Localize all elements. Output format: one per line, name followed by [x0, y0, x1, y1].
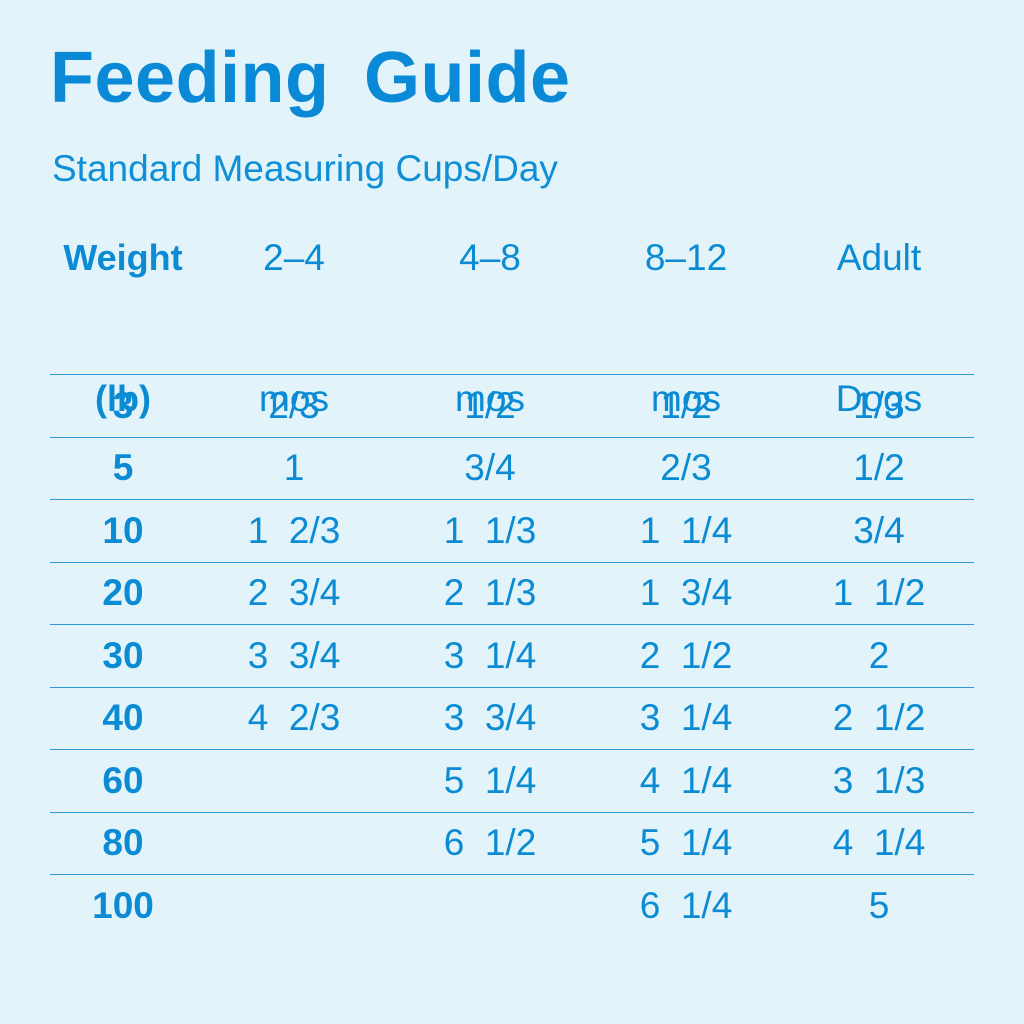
weight-cell: 20 [102, 572, 144, 614]
header-8-12-line2: mos [651, 378, 721, 419]
cups-8-12-cell: 3 1/4 [639, 697, 733, 739]
cups-8-12-cell: 6 1/4 [639, 885, 733, 927]
cups-8-12-cell: 1/2 [660, 384, 712, 426]
cups-2-4-cell: 2 3/4 [247, 572, 341, 614]
weight-cell: 10 [102, 509, 144, 551]
table-header-row: Weight (lb) 2–4 mos 4–8 mos 8–12 mos Adu… [50, 237, 974, 419]
cups-2-4-cell: 3 3/4 [247, 634, 341, 676]
header-weight: Weight (lb) [50, 136, 196, 516]
weight-cell: 5 [112, 447, 134, 489]
header-adult-line1: Adult [836, 237, 922, 278]
cups-2-4-cell: 1 2/3 [247, 509, 341, 551]
header-4-8-mos: 4–8 mos [392, 136, 588, 516]
cups-4-8-cell: 6 1/2 [443, 822, 537, 864]
cups-4-8-cell: 1/2 [464, 384, 516, 426]
table-row: 10 1 2/3 1 1/3 1 1/4 3/4 [50, 500, 974, 563]
header-adult-dogs: Adult Dogs [784, 136, 974, 516]
cups-4-8-cell: 1 1/3 [443, 509, 537, 551]
page-subtitle: Standard Measuring Cups/Day [52, 148, 558, 189]
table-row: 60 5 1/4 4 1/4 3 1/3 [50, 750, 974, 813]
cups-adult-cell: 3/4 [853, 509, 905, 551]
cups-4-8-cell: 5 1/4 [443, 759, 537, 801]
weight-cell: 80 [102, 822, 144, 864]
table-row: 40 4 2/3 3 3/4 3 1/4 2 1/2 [50, 688, 974, 750]
header-2-4-mos: 2–4 mos [196, 136, 392, 516]
cups-4-8-cell: 2 1/3 [443, 572, 537, 614]
table-row: 100 6 1/4 5 [50, 875, 974, 938]
cups-8-12-cell: 2/3 [660, 447, 712, 489]
weight-cell: 3 [112, 384, 134, 426]
table-row: 3 2/3 1/2 1/2 1/3 [50, 375, 974, 438]
header-2-4-line2: mos [259, 378, 329, 419]
header-8-12-line1: 8–12 [644, 237, 728, 278]
page-title: Feeding Guide [50, 38, 571, 118]
cups-adult-cell: 3 1/3 [832, 759, 926, 801]
cups-4-8-cell: 3 1/4 [443, 634, 537, 676]
cups-adult-cell: 2 [868, 634, 890, 676]
header-4-8-line1: 4–8 [459, 237, 521, 278]
cups-4-8-cell: 3 3/4 [443, 697, 537, 739]
cups-adult-cell: 1/3 [853, 384, 905, 426]
cups-adult-cell: 4 1/4 [832, 822, 926, 864]
header-4-8-line2: mos [455, 378, 525, 419]
weight-cell: 100 [92, 885, 154, 927]
feeding-table: Weight (lb) 2–4 mos 4–8 mos 8–12 mos Adu… [50, 237, 974, 938]
table-row: 20 2 3/4 2 1/3 1 3/4 1 1/2 [50, 563, 974, 625]
cups-8-12-cell: 2 1/2 [639, 634, 733, 676]
cups-8-12-cell: 5 1/4 [639, 822, 733, 864]
cups-adult-cell: 1 1/2 [832, 572, 926, 614]
header-weight-line2: (lb) [95, 378, 151, 419]
cups-2-4-cell: 2/3 [268, 384, 320, 426]
weight-cell: 60 [102, 759, 144, 801]
cups-adult-cell: 5 [868, 885, 890, 927]
cups-8-12-cell: 1 1/4 [639, 509, 733, 551]
header-adult-line2: Dogs [835, 378, 923, 419]
cups-8-12-cell: 1 3/4 [639, 572, 733, 614]
table-row: 30 3 3/4 3 1/4 2 1/2 2 [50, 625, 974, 688]
cups-adult-cell: 1/2 [853, 447, 905, 489]
cups-4-8-cell: 3/4 [464, 447, 516, 489]
table-row: 80 6 1/2 5 1/4 4 1/4 [50, 813, 974, 875]
table-row: 5 1 3/4 2/3 1/2 [50, 438, 974, 500]
cups-2-4-cell: 1 [283, 447, 305, 489]
cups-2-4-cell: 4 2/3 [247, 697, 341, 739]
weight-cell: 30 [102, 634, 144, 676]
weight-cell: 40 [102, 697, 144, 739]
cups-8-12-cell: 4 1/4 [639, 759, 733, 801]
header-weight-line1: Weight [63, 237, 183, 278]
header-8-12-mos: 8–12 mos [588, 136, 784, 516]
header-2-4-line1: 2–4 [263, 237, 325, 278]
cups-adult-cell: 2 1/2 [832, 697, 926, 739]
